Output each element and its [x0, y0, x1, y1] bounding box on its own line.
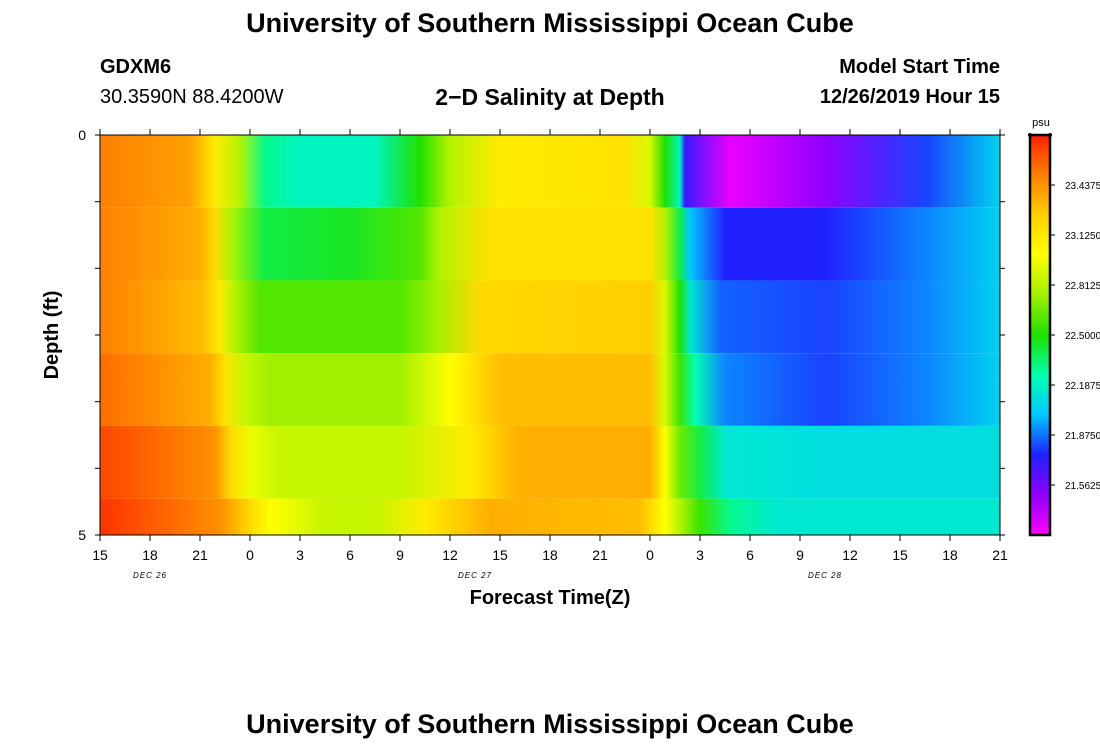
- x-tick-label: 12: [442, 547, 458, 563]
- colorbar-label: 22.5000: [1065, 331, 1100, 342]
- heatmap-band-0-1: [100, 135, 1000, 208]
- station-id: GDXM6: [100, 56, 172, 78]
- x-tick-label: 12: [842, 547, 858, 563]
- colorbar-label: 22.8125: [1065, 281, 1100, 292]
- station-location: 30.3590N 88.4200W: [100, 86, 284, 108]
- date-label: DEC 26: [133, 571, 167, 580]
- y-axis-title: Depth (ft): [41, 291, 63, 380]
- x-tick-label: 6: [746, 547, 754, 563]
- colorbar-label: 22.1875: [1065, 381, 1100, 392]
- colorbar: 23.4375 23.1250 22.8125 22.5000 22.1875 21.87…: [1028, 133, 1100, 537]
- colorbar-label: 21.8750: [1065, 431, 1100, 442]
- heatmap-band-5: [100, 498, 1000, 535]
- colorbar-label: 23.1250: [1065, 231, 1100, 242]
- colorbar-unit: psu: [1032, 117, 1050, 129]
- chart-subtitle: 2−D Salinity at Depth: [435, 84, 665, 110]
- y-tick-label: 5: [78, 527, 86, 543]
- footer-title: University of Southern Mississippi Ocean…: [246, 709, 854, 739]
- x-tick-label: 18: [142, 547, 158, 563]
- heatmap-band-1-2: [100, 207, 1000, 281]
- x-tick-label: 21: [992, 547, 1008, 563]
- heatmap-band-2-3: [100, 280, 1000, 354]
- x-tick-label: 9: [796, 547, 804, 563]
- x-tick-label: 3: [696, 547, 704, 563]
- x-tick-label: 15: [492, 547, 508, 563]
- x-tick-label: 15: [892, 547, 908, 563]
- colorbar-corner-dot: [1048, 133, 1052, 137]
- colorbar-label: 21.5625: [1065, 481, 1100, 492]
- x-axis-title: Forecast Time(Z): [470, 587, 631, 609]
- date-label: DEC 28: [808, 571, 842, 580]
- x-tick-label: 6: [346, 547, 354, 563]
- x-tick-label: 21: [192, 547, 208, 563]
- x-tick-label: 0: [246, 547, 254, 563]
- colorbar-gradient: [1028, 133, 1052, 537]
- model-start-value: 12/26/2019 Hour 15: [819, 86, 1000, 108]
- date-label: DEC 27: [458, 571, 492, 580]
- colorbar-label: 23.4375: [1065, 181, 1100, 192]
- model-start-label: Model Start Time: [839, 56, 1000, 78]
- x-tick-label: 9: [396, 547, 404, 563]
- heatmap-band-4-5: [100, 425, 1000, 499]
- heatmap-area: [100, 135, 1000, 535]
- y-tick-label: 0: [78, 127, 86, 143]
- x-tick-label: 18: [942, 547, 958, 563]
- page-title: University of Southern Mississippi Ocean…: [246, 8, 854, 38]
- x-tick-label: 0: [646, 547, 654, 563]
- x-tick-label: 3: [296, 547, 304, 563]
- x-tick-label: 15: [92, 547, 108, 563]
- heatmap-band-3-4: [100, 353, 1000, 426]
- x-tick-label: 21: [592, 547, 608, 563]
- colorbar-corner-dot: [1028, 133, 1032, 137]
- x-tick-label: 18: [542, 547, 558, 563]
- y-axis: 05: [78, 127, 1005, 543]
- x-axis: 15 18 21 0 3 6 9 12 15 18 21 0 3 6 9 12 15 18 21 DEC 26 DEC …: [92, 129, 1008, 580]
